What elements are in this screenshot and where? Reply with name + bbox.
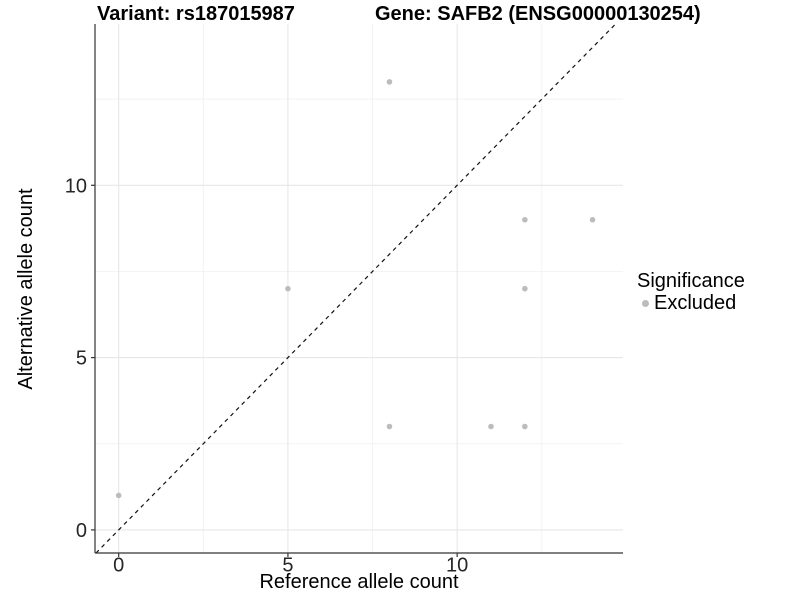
data-point (285, 285, 291, 292)
x-tick-label: 5 (282, 555, 293, 577)
legend-point-icon (641, 300, 649, 307)
legend: Significance Excluded (637, 271, 745, 314)
data-point (589, 216, 596, 223)
data-point (522, 285, 528, 292)
data-point (522, 216, 528, 223)
data-point (386, 79, 393, 85)
x-tick-label: 10 (446, 555, 468, 577)
x-axis-title: Reference allele count (259, 571, 459, 593)
y-tick-label: 10 (65, 175, 87, 197)
data-point (488, 423, 494, 430)
identity-line (95, 23, 616, 554)
legend-title: Significance (637, 270, 745, 292)
y-axis-title: Alternative allele count (15, 188, 37, 390)
plot-title-variant: Variant: rs187015987 (97, 3, 295, 25)
legend-key (637, 300, 653, 307)
data-point (522, 423, 528, 430)
y-tick-label: 5 (76, 348, 87, 370)
plot-title-gene: Gene: SAFB2 (ENSG00000130254) (375, 3, 701, 25)
data-point (386, 423, 393, 430)
x-tick-label: 0 (113, 555, 124, 577)
legend-item-label: Excluded (654, 292, 737, 314)
data-point (115, 492, 122, 499)
legend-item-excluded: Excluded (637, 293, 745, 314)
y-tick-label: 0 (76, 520, 87, 542)
